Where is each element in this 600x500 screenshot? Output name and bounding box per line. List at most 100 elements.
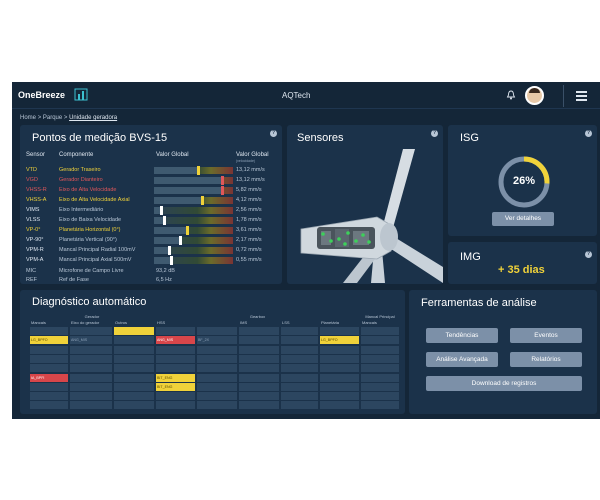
- measurement-row[interactable]: MIC Microfone de Campo Livre 93,2 dB: [20, 267, 280, 277]
- diagnostic-cell[interactable]: [70, 373, 112, 382]
- help-icon[interactable]: ?: [585, 130, 592, 137]
- measurement-row[interactable]: REF Ref de Fase 6,5 Hz: [20, 276, 280, 286]
- diagnostic-cell[interactable]: [281, 373, 318, 382]
- measurement-row[interactable]: VGD Gerador Dianteiro 13,12 mm/s: [20, 176, 280, 186]
- menu-icon[interactable]: [576, 91, 587, 101]
- events-button[interactable]: Eventos: [510, 328, 582, 343]
- diagnostic-cell[interactable]: [239, 336, 279, 345]
- help-icon[interactable]: ?: [270, 130, 277, 137]
- diagnostic-cell[interactable]: [30, 327, 68, 335]
- measurement-row[interactable]: VTD Gerador Traseiro 13,12 mm/s: [20, 166, 280, 176]
- diagnostic-cell[interactable]: [30, 392, 68, 401]
- diagnostic-cell[interactable]: [30, 364, 68, 373]
- diagnostic-cell[interactable]: BIT_ENG: [156, 382, 195, 391]
- diagnostic-cell[interactable]: [361, 354, 399, 363]
- diagnostic-cell[interactable]: [197, 382, 237, 391]
- measurement-row[interactable]: VLSS Eixo de Baixa Velocidade 1,78 mm/s: [20, 216, 280, 226]
- diagnostic-cell[interactable]: [156, 401, 195, 410]
- diagnostic-cell[interactable]: [30, 354, 68, 363]
- diagnostic-cell[interactable]: [281, 382, 318, 391]
- diagnostic-cell[interactable]: [281, 327, 318, 335]
- diagnostic-cell[interactable]: [239, 364, 279, 373]
- diagnostic-cell[interactable]: [361, 401, 399, 410]
- diagnostic-cell[interactable]: [70, 345, 112, 354]
- measurement-row[interactable]: VPM-R Mancal Principal Radial 100mV 0,72 m…: [20, 246, 280, 256]
- diagnostic-cell[interactable]: [156, 392, 195, 401]
- breadcrumb-home[interactable]: Home: [20, 115, 37, 121]
- trends-button[interactable]: Tendências: [426, 328, 498, 343]
- help-icon[interactable]: ?: [585, 251, 592, 258]
- diagnostic-cell[interactable]: [320, 401, 359, 410]
- diagnostic-cell[interactable]: [320, 364, 359, 373]
- breadcrumb-current[interactable]: Unidade geradora: [69, 115, 118, 121]
- diagnostic-cell[interactable]: [70, 327, 112, 335]
- diagnostic-cell[interactable]: [239, 382, 279, 391]
- reports-button[interactable]: Relatórios: [510, 352, 582, 367]
- measurement-row[interactable]: VIMS Eixo Intermediário 2,56 mm/s: [20, 206, 280, 216]
- diagnostic-cell[interactable]: LG_BPFO: [30, 336, 68, 345]
- diagnostic-cell[interactable]: LG_BPFO: [320, 336, 359, 345]
- measurement-row[interactable]: VPM-A Mancal Principal Axial 500mV 0,55 mm…: [20, 256, 280, 266]
- diagnostic-cell[interactable]: [281, 336, 318, 345]
- diagnostic-cell[interactable]: [197, 354, 237, 363]
- diagnostic-cell[interactable]: [114, 336, 154, 345]
- diagnostic-cell[interactable]: [70, 354, 112, 363]
- diagnostic-cell[interactable]: [114, 382, 154, 391]
- diagnostic-cell[interactable]: [70, 382, 112, 391]
- measurement-row[interactable]: VHSS-A Eixo de Alta Velocidade Axial 4,12 …: [20, 196, 280, 206]
- diagnostic-cell[interactable]: [70, 364, 112, 373]
- diagnostic-cell[interactable]: [197, 327, 237, 335]
- diagnostic-cell[interactable]: BIT_ENG: [156, 373, 195, 382]
- diagnostic-cell[interactable]: [156, 364, 195, 373]
- measurement-row[interactable]: VP-0° Planetária Horizontal (0°) 3,61 mm/s: [20, 226, 280, 236]
- diagnostic-cell[interactable]: ANG_MIS: [70, 336, 112, 345]
- diagnostic-cell[interactable]: [114, 354, 154, 363]
- diagnostic-cell[interactable]: [361, 382, 399, 391]
- diagnostic-cell[interactable]: [30, 345, 68, 354]
- diagnostic-cell[interactable]: [197, 373, 237, 382]
- diagnostic-cell[interactable]: BF_2X: [197, 336, 237, 345]
- diagnostic-cell[interactable]: [320, 354, 359, 363]
- diagnostic-cell[interactable]: [156, 354, 195, 363]
- diagnostic-cell[interactable]: [361, 327, 399, 335]
- diagnostic-cell[interactable]: [320, 392, 359, 401]
- diagnostic-cell[interactable]: [281, 354, 318, 363]
- measurement-row[interactable]: VHSS-R Eixo de Alta Velocidade 5,82 mm/s: [20, 186, 280, 196]
- measurement-row[interactable]: VP-90° Planetária Vertical (90°) 2,17 mm/s: [20, 236, 280, 246]
- diagnostic-cell[interactable]: IA_BPFI: [30, 373, 68, 382]
- diagnostic-cell[interactable]: [114, 373, 154, 382]
- diagnostic-cell[interactable]: [239, 401, 279, 410]
- diagnostic-cell[interactable]: [114, 327, 154, 335]
- diagnostic-cell[interactable]: [281, 401, 318, 410]
- diagnostic-cell[interactable]: [361, 336, 399, 345]
- diagnostic-cell[interactable]: [156, 327, 195, 335]
- diagnostic-cell[interactable]: [197, 401, 237, 410]
- diagnostic-cell[interactable]: [239, 373, 279, 382]
- diagnostic-cell[interactable]: [320, 373, 359, 382]
- diagnostic-cell[interactable]: [361, 392, 399, 401]
- help-icon[interactable]: ?: [431, 130, 438, 137]
- avatar[interactable]: [525, 86, 544, 105]
- diagnostic-cell[interactable]: ANG_MIS: [156, 336, 195, 345]
- diagnostic-cell[interactable]: [361, 373, 399, 382]
- diagnostic-cell[interactable]: [114, 345, 154, 354]
- diagnostic-cell[interactable]: [70, 401, 112, 410]
- diagnostic-cell[interactable]: [320, 382, 359, 391]
- diagnostic-cell[interactable]: [361, 345, 399, 354]
- diagnostic-cell[interactable]: [197, 345, 237, 354]
- advanced-analysis-button[interactable]: Análise Avançada: [426, 352, 498, 367]
- bell-icon[interactable]: [506, 90, 516, 100]
- diagnostic-cell[interactable]: [281, 345, 318, 354]
- diagnostic-cell[interactable]: [197, 364, 237, 373]
- diagnostic-cell[interactable]: [239, 354, 279, 363]
- diagnostic-cell[interactable]: [320, 345, 359, 354]
- breadcrumb-park[interactable]: Parque: [42, 115, 63, 121]
- diagnostic-cell[interactable]: [239, 327, 279, 335]
- diagnostic-cell[interactable]: [281, 392, 318, 401]
- diagnostic-cell[interactable]: [30, 382, 68, 391]
- diagnostic-cell[interactable]: [197, 392, 237, 401]
- diagnostic-cell[interactable]: [114, 401, 154, 410]
- diagnostic-cell[interactable]: [361, 364, 399, 373]
- download-records-button[interactable]: Download de registros: [426, 376, 582, 391]
- diagnostic-cell[interactable]: [114, 392, 154, 401]
